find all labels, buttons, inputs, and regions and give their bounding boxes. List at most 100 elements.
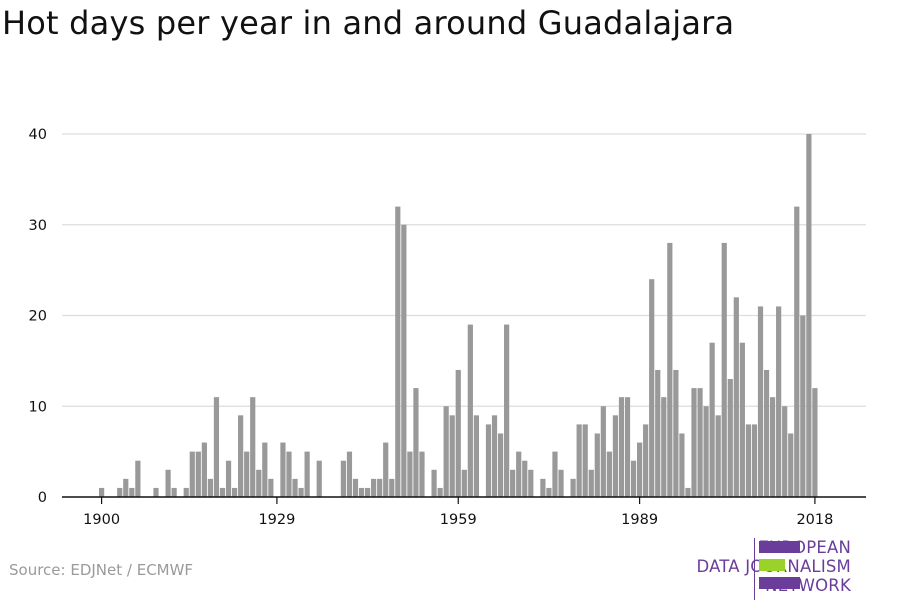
bar-1969 [516,451,522,497]
bar-1943 [358,487,365,497]
logo-bar-bottom [759,577,800,589]
bar-1942 [352,478,359,497]
bar-2008 [751,424,758,497]
bar-2007 [745,424,752,497]
bar-1947 [383,442,389,497]
bar-1946 [377,478,383,497]
bar-1936 [316,460,322,497]
bar-1951 [407,451,413,497]
bar-1911 [165,469,171,497]
axes: 0 10 20 30 40 1900 1929 1959 1989 2018 [29,127,866,528]
bar-1992 [655,369,661,497]
bar-1957 [443,406,449,497]
bar-2011 [769,397,776,497]
bar-1984 [606,451,612,497]
bar-1982 [594,433,600,497]
y-tick-label: 0 [38,490,47,506]
bar-1932 [292,478,298,497]
bar-1955 [431,469,437,497]
bar-1906 [135,460,141,497]
bar-1933 [298,487,304,497]
bar-1961 [467,324,473,497]
bar-1987 [624,397,631,497]
bar-2006 [739,342,745,497]
bar-1934 [304,451,310,497]
bar-1914 [183,487,189,497]
y-tick-label: 40 [29,127,47,143]
bar-1919 [213,397,220,497]
bar-2016 [800,315,806,497]
logo-bar-middle [759,559,785,571]
bar-1966 [497,433,504,497]
bar-1999 [697,388,703,497]
bar-1931 [286,451,292,497]
bar-1909 [153,487,159,497]
logo-bar-top [759,541,800,553]
bar-1918 [207,478,214,497]
bar-1953 [419,451,425,497]
bar-1988 [630,460,637,497]
bar-1926 [256,469,262,497]
bar-1920 [219,487,226,497]
bar-2009 [757,306,764,497]
bar-1985 [612,415,619,497]
bar-1949 [395,206,401,497]
bar-1915 [189,451,195,497]
bar-1941 [346,451,353,497]
bar-1924 [244,451,250,497]
bar-2018 [812,388,818,497]
bar-1930 [280,442,286,497]
bar-1959 [455,369,461,497]
bar-1981 [588,469,594,497]
bar-1975 [552,451,558,497]
bar-1952 [413,388,419,497]
chart-title: Hot days per year in and around Guadalaj… [2,4,735,42]
x-tick-label: 1989 [621,512,658,528]
bar-1973 [540,478,546,497]
bar-1968 [510,469,516,497]
bar-1971 [528,469,534,497]
bar-2002 [715,415,721,497]
bar-1983 [600,406,606,497]
bar-1970 [522,460,528,497]
bar-1958 [449,415,455,497]
bar-1917 [201,442,207,497]
bar-2005 [733,297,739,497]
bar-2012 [776,306,782,497]
bar-1927 [262,442,268,497]
bar-2003 [721,242,727,497]
bar-1979 [576,424,582,497]
bar-2013 [782,406,788,497]
bar-1948 [389,478,395,497]
bar-1912 [171,487,177,497]
edjnet-logo[interactable]: EUROPEAN DATA JOURNALISM NETWORK [696,538,900,600]
x-tick-label: 2018 [796,512,833,528]
bar-1956 [437,487,443,497]
bar-1940 [340,460,346,497]
bar-1965 [491,415,498,497]
bar-2000 [703,406,709,497]
bar-2004 [727,379,733,497]
bar-1962 [473,415,479,497]
bar-1921 [225,460,232,497]
bar-1945 [371,478,377,497]
logo-divider [754,538,755,600]
bar-1991 [649,279,655,497]
bar-1944 [364,487,371,497]
bar-1974 [546,487,552,497]
bar-1990 [643,424,649,497]
x-tick-label: 1959 [440,512,477,528]
bar-1967 [504,324,510,497]
bar-1922 [231,487,238,497]
x-tick-label: 1900 [83,512,120,528]
bar-2015 [794,206,800,497]
bar-2010 [763,369,770,497]
bar-1900 [99,487,105,497]
gridlines [62,133,866,407]
bar-1950 [401,224,407,497]
bar-2001 [709,342,715,497]
bar-1925 [250,397,256,497]
bar-1994 [667,242,673,497]
source-note: Source: EDJNet / ECMWF [9,561,194,579]
